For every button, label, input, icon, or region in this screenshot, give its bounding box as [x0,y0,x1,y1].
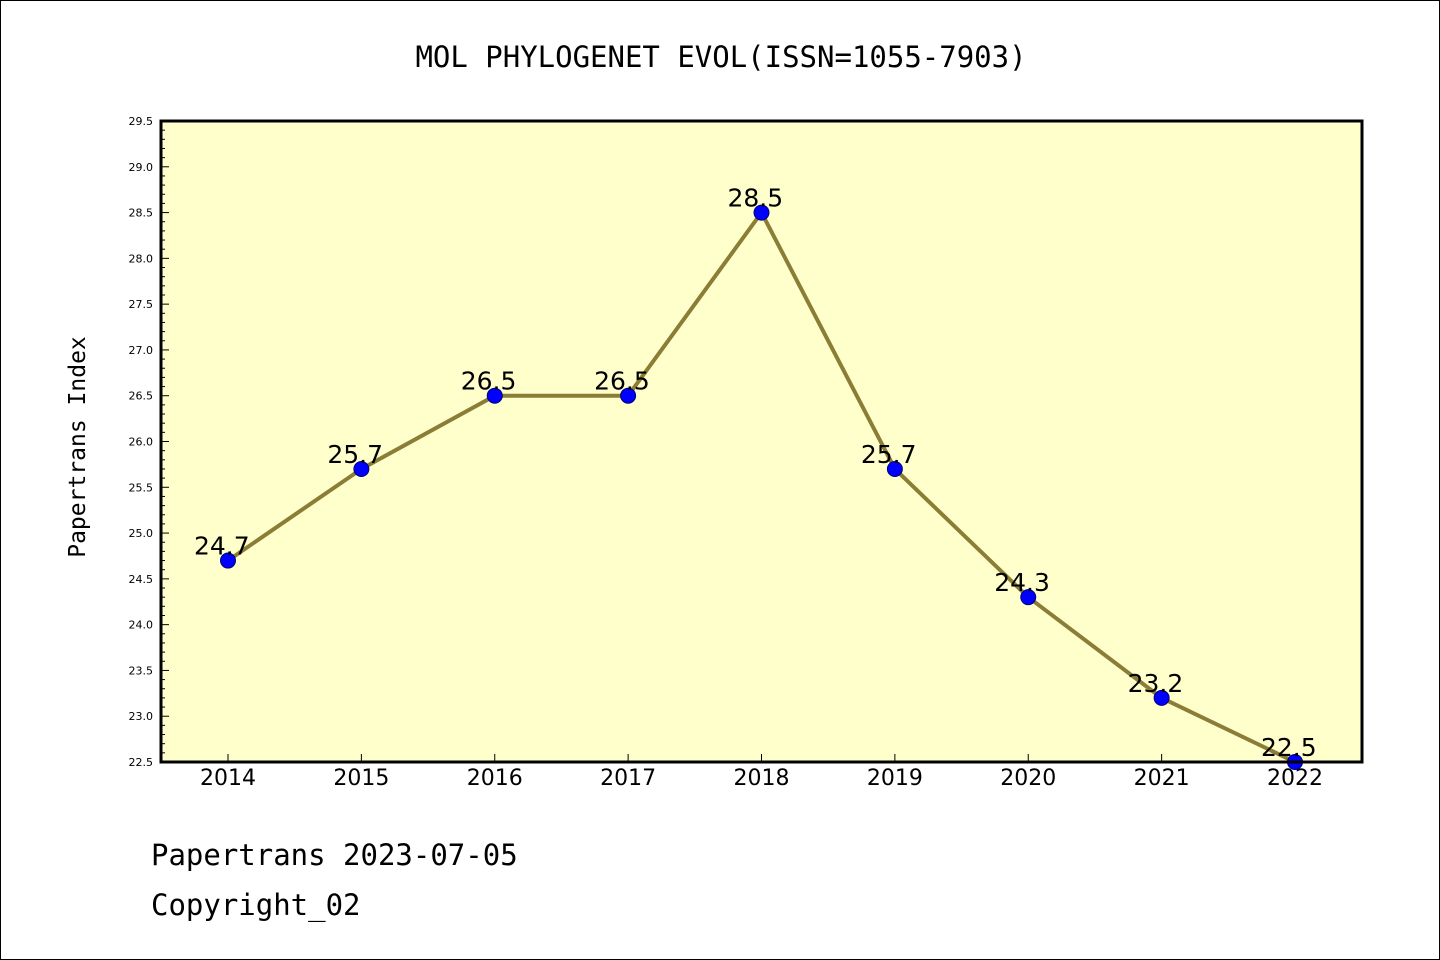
x-tick-label: 2018 [734,766,790,791]
y-tick-label: 27.5 [129,298,154,311]
y-tick-label: 23.5 [129,664,154,677]
data-point [620,387,637,404]
footer-date: Papertrans 2023-07-05 [151,838,518,872]
x-tick-label: 2014 [200,766,256,791]
y-tick-label: 29.0 [129,161,154,174]
x-tick-label: 2021 [1134,766,1190,791]
data-label: 26.5 [461,367,517,396]
x-tick-label: 2016 [467,766,523,791]
y-tick-label: 28.0 [129,252,154,265]
y-tick-label: 23.0 [129,710,154,723]
y-tick-label: 28.5 [129,207,154,220]
data-label: 24.3 [994,568,1050,597]
data-label: 28.5 [728,184,784,213]
y-axis-label: Papertrans Index [65,336,91,558]
data-point [886,460,903,477]
data-point [486,387,503,404]
plot-area [161,121,1362,762]
data-label: 26.5 [594,367,650,396]
data-label: 25.7 [327,440,383,469]
x-tick-label: 2019 [867,766,923,791]
y-tick-label: 29.5 [129,115,154,128]
y-axis: 22.5 23.0 23.5 24.0 24.5 25.0 25.5 26.0 26.5 27.0… [129,115,169,769]
data-point [220,552,236,569]
data-label: 24.7 [194,532,250,561]
plot-border [159,119,1364,764]
data-label: 23.2 [1128,669,1184,698]
y-tick-label: 24.0 [129,619,154,632]
x-tick-label: 2015 [333,766,389,791]
footer-copyright: Copyright_02 [151,888,361,923]
y-tick-label: 24.5 [129,573,154,586]
y-tick-label: 27.0 [129,344,154,357]
y-tick-label: 22.5 [129,756,154,769]
data-point [353,460,370,477]
y-tick-label: 26.0 [129,436,154,449]
data-label: 25.7 [861,440,917,469]
x-tick-label: 2020 [1000,766,1056,791]
y-tick-label: 25.5 [129,481,154,494]
x-tick-label: 2022 [1267,766,1323,791]
y-tick-label: 25.0 [129,527,154,540]
chart-title: MOL PHYLOGENET EVOL(ISSN=1055-7903) [415,40,1026,74]
x-axis: 2014 2015 2016 2017 2018 2019 2020 2021 2022 [200,754,1323,791]
series-papertrans-index: 24.7 25.7 26.5 26.5 28.5 25.7 24.3 23.2 22.5 [194,184,1317,770]
data-point [1153,689,1170,706]
data-point [1020,589,1037,606]
data-label: 22.5 [1261,733,1317,762]
y-tick-label: 26.5 [129,390,154,403]
x-tick-label: 2017 [600,766,656,791]
data-point [753,204,770,221]
